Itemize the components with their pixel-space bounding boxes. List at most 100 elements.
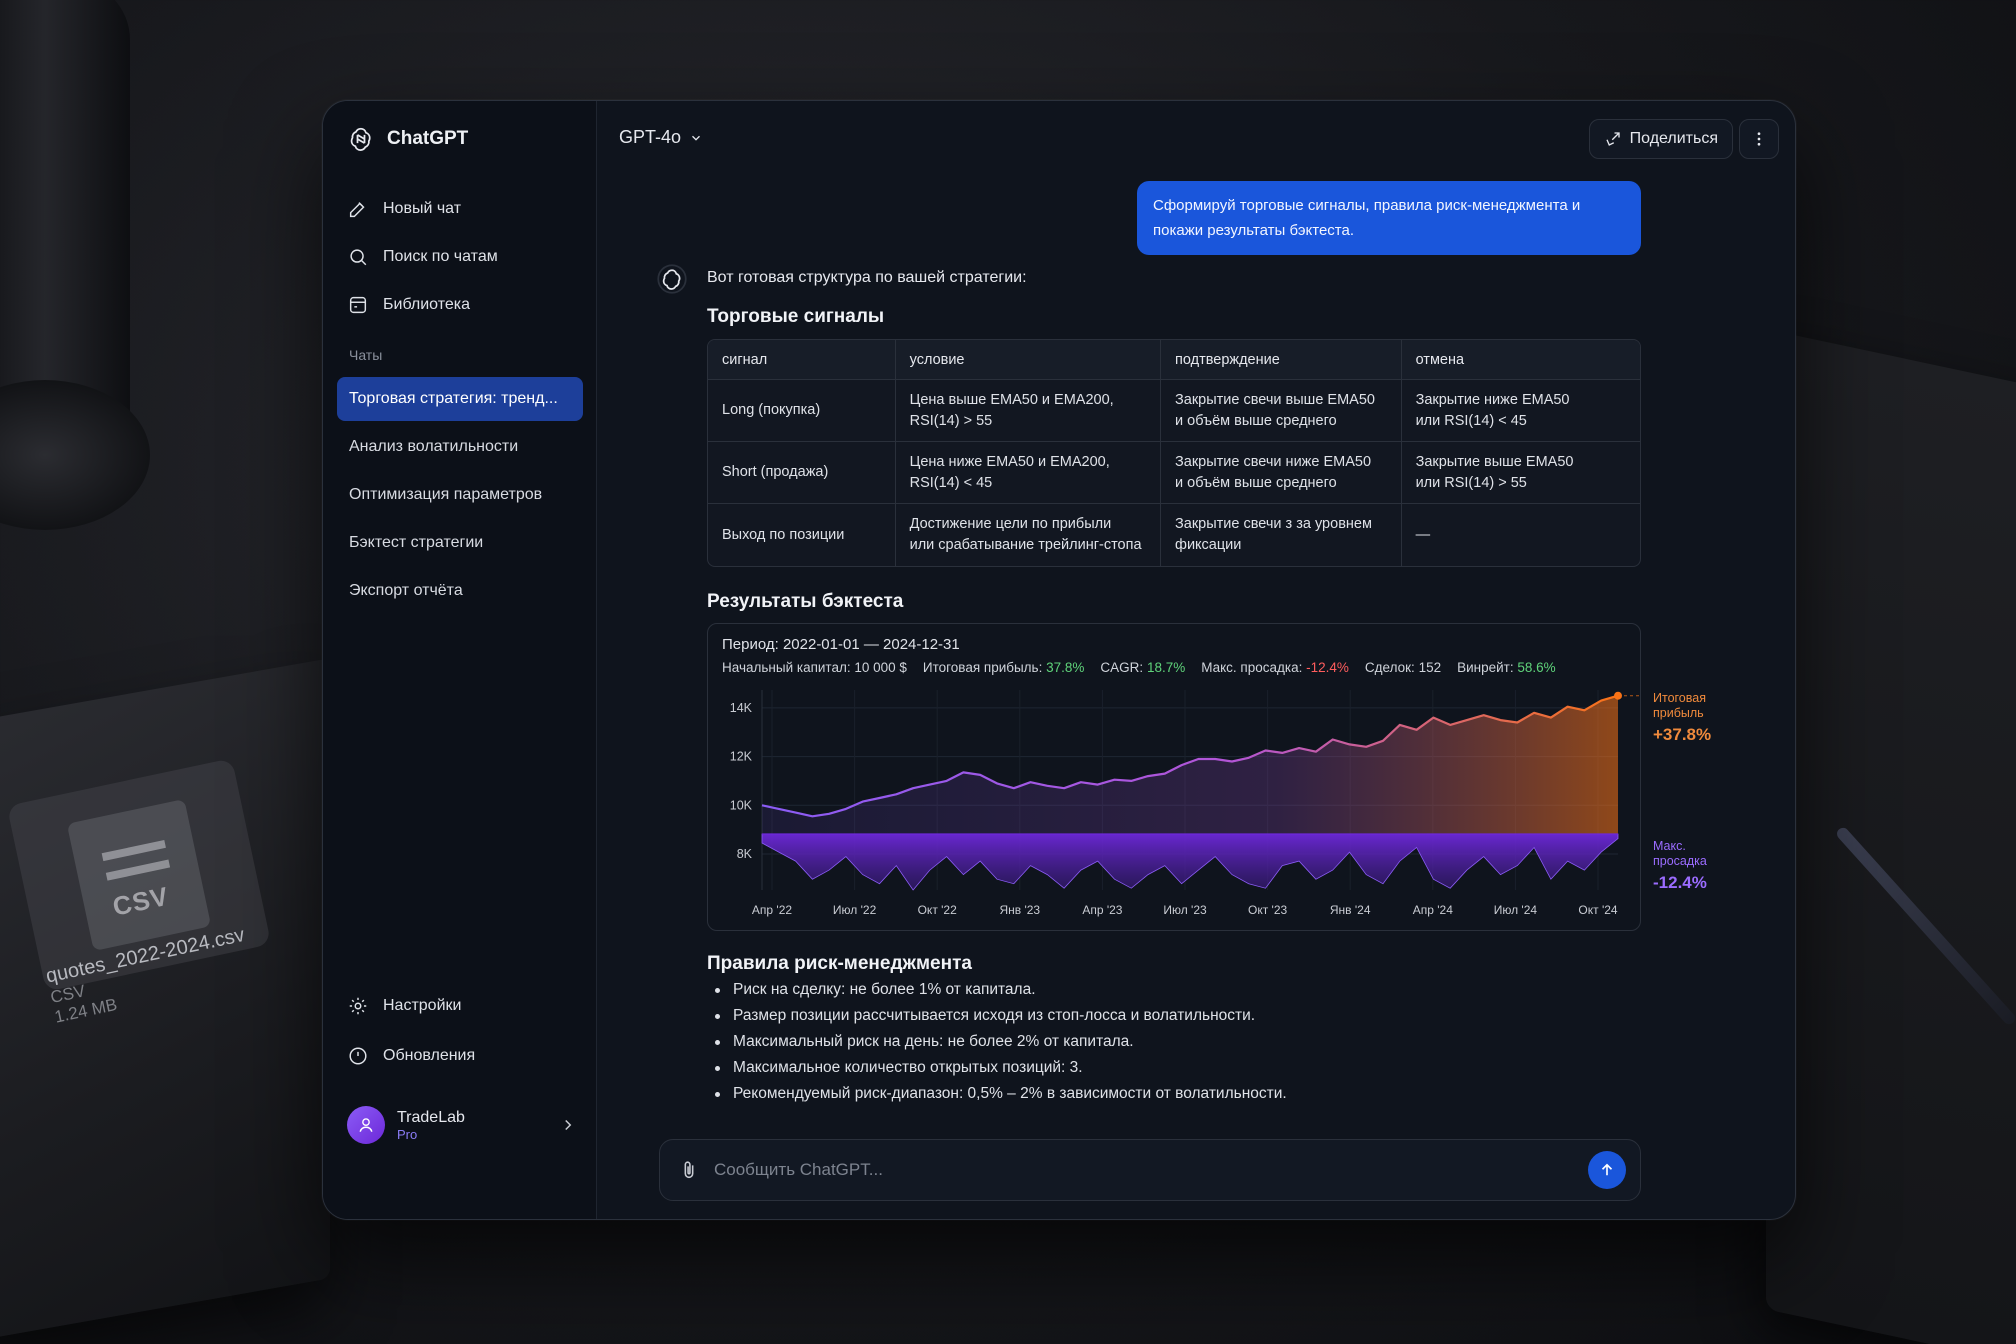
csv-file-icon: CSV [66, 798, 212, 952]
stat-item: Начальный капитал: 10 000 $ [722, 660, 907, 675]
chat-item-trading-strategy[interactable]: Торговая стратегия: тренд... [337, 377, 583, 421]
table-cell: Short (продажа) [708, 442, 896, 504]
profile-button[interactable]: TradeLab Pro [347, 1103, 577, 1147]
new-chat-button[interactable]: Новый чат [347, 185, 577, 233]
table-cell: Цена ниже EMA50 и EMA200, RSI(14) < 45 [895, 442, 1162, 504]
y-tick-label: 8K [737, 847, 753, 861]
chevron-down-icon [692, 135, 700, 141]
more-options-button[interactable] [1739, 119, 1779, 159]
more-vertical-icon [1757, 132, 1761, 146]
table-header: подтверждение [1161, 340, 1402, 380]
brand[interactable]: ChatGPT [347, 125, 468, 153]
table-header: отмена [1401, 340, 1640, 380]
table-cell: Выход по позиции [708, 504, 896, 566]
library-icon [349, 296, 367, 314]
search-chats-label: Поиск по чатам [383, 248, 498, 265]
chat-item-export[interactable]: Экспорт отчёта [349, 582, 463, 599]
table-row: Long (покупка) Цена выше EMA50 и EMA200, … [708, 380, 1640, 442]
send-button[interactable] [1588, 1151, 1626, 1189]
table-cell: Закрытие свечи выше EMA50 и объём выше с… [1161, 380, 1402, 442]
user-message: Сформируй торговые сигналы, правила риск… [1137, 181, 1641, 255]
assistant-avatar [657, 264, 687, 299]
x-tick-label: Июл '23 [1163, 903, 1207, 917]
stat-value: 18.7% [1146, 660, 1186, 675]
profit-annotation: Итоговая прибыль +37.8% [1653, 691, 1723, 745]
sidebar-nav: Новый чат Поиск по чатам Библиотека [347, 185, 577, 329]
drawdown-annotation-label: Макс. просадка [1653, 839, 1707, 868]
equity-chart: 14K 12K 10K 8K Апр '22 Июл '22 Окт '22 Янв '23 А… [730, 690, 1642, 917]
stat-label: Итоговая прибыль: [922, 660, 1043, 675]
paperclip-icon[interactable] [678, 1159, 700, 1181]
x-tick-label: Июл '22 [833, 903, 877, 917]
x-tick-label: Апр '22 [752, 903, 792, 917]
x-tick-label: Июл '24 [1494, 903, 1538, 917]
stat-label: CAGR: [1100, 660, 1144, 675]
library-label: Библиотека [383, 296, 470, 313]
risk-title: Правила риск-менеджмента [707, 953, 972, 974]
table-row: Выход по позиции Достижение цели по прибы… [708, 504, 1640, 566]
chat-item-volatility[interactable]: Анализ волатильности [349, 438, 519, 455]
drawdown-annotation-value: -12.4% [1653, 873, 1707, 892]
share-button[interactable]: Поделиться [1588, 119, 1733, 159]
background-notebook-right [1766, 329, 2016, 1344]
y-tick-label: 14K [730, 701, 753, 715]
edit-icon [349, 202, 365, 218]
settings-button[interactable]: Настройки [347, 981, 577, 1031]
risk-rules-list: Риск на сделку: не более 1% от капитала.… [707, 977, 1287, 1107]
x-tick-label: Апр '23 [1082, 903, 1122, 917]
drawdown-annotation: Макс. просадка -12.4% [1653, 839, 1723, 893]
equity-area [762, 695, 1618, 834]
brand-name: ChatGPT [387, 128, 469, 149]
new-chat-label: Новый чат [383, 200, 462, 217]
table-cell: Закрытие свечи з за уровнем фиксации [1161, 504, 1402, 566]
table-header: условие [895, 340, 1162, 380]
stat-value: -12.4% [1306, 660, 1349, 675]
chatgpt-logo-icon [350, 127, 371, 151]
backtest-card: Период: 2022-01-01 — 2024-12-31 Начальны… [707, 623, 1642, 931]
backtest-stats: Начальный капитал: 10 000 $ Итоговая приб… [722, 660, 1556, 675]
risk-rule: Риск на сделку: не более 1% от капитала. [707, 977, 1287, 1003]
stat-value: 152 [1418, 660, 1442, 675]
stat-value: 37.8% [1046, 660, 1085, 675]
assistant-intro: Вот готовая структура по вашей стратегии… [707, 269, 1027, 286]
stat-item: CAGR: 18.7% [1100, 660, 1185, 675]
profit-annotation-label: Итоговая прибыль [1653, 691, 1706, 720]
message-composer [659, 1139, 1641, 1201]
risk-rule: Максимальное количество открытых позиций… [707, 1055, 1287, 1081]
stat-value: 58.6% [1517, 660, 1556, 675]
backtest-period: Период: 2022-01-01 — 2024-12-31 [722, 636, 960, 653]
table-cell: Long (покупка) [708, 380, 896, 442]
share-label: Поделиться [1629, 130, 1718, 147]
chat-list: Торговая стратегия: тренд... Анализ вола… [337, 377, 583, 617]
clock-icon [349, 1047, 367, 1065]
risk-rule: Максимальный риск на день: не более 2% о… [707, 1029, 1287, 1055]
message-input[interactable] [714, 1160, 1574, 1180]
y-tick-label: 12K [730, 750, 753, 764]
profile-tier: Pro [397, 1126, 418, 1142]
sidebar: ChatGPT Новый чат Поиск по чатам Библиот… [323, 101, 597, 1219]
chat-item-optimization[interactable]: Оптимизация параметров [349, 486, 543, 503]
updates-button[interactable]: Обновления [347, 1031, 577, 1081]
library-button[interactable]: Библиотека [347, 281, 577, 329]
drawdown-area [761, 833, 1619, 891]
arrow-up-icon [1601, 1163, 1613, 1176]
share-icon [1606, 132, 1620, 146]
table-cell: Закрытие ниже EMA50 или RSI(14) < 45 [1401, 380, 1640, 442]
table-cell: Цена выше EMA50 и EMA200, RSI(14) > 55 [895, 380, 1162, 442]
table-row: Short (продажа) Цена ниже EMA50 и EMA200,… [708, 442, 1640, 504]
app-window: ChatGPT Новый чат Поиск по чатам Библиот… [322, 100, 1796, 1220]
stat-item: Итоговая прибыль: 37.8% [923, 660, 1084, 675]
sidebar-bottom: Настройки Обновления [347, 981, 577, 1081]
signals-table: сигнал условие подтверждение отмена Long… [707, 339, 1641, 567]
profit-annotation-value: +37.8% [1653, 725, 1712, 744]
stat-item: Винрейт: 58.6% [1457, 660, 1556, 675]
chatgpt-logo-icon [657, 264, 687, 294]
model-name: GPT-4o [619, 127, 682, 147]
stat-value: 10 000 $ [854, 660, 907, 675]
chat-item-backtest[interactable]: Бэктест стратегии [349, 534, 484, 551]
model-selector[interactable]: GPT-4o [619, 127, 703, 148]
search-chats-button[interactable]: Поиск по чатам [347, 233, 577, 281]
table-header: сигнал [708, 340, 896, 380]
chats-header: Чаты [349, 347, 383, 363]
x-tick-label: Янв '23 [999, 903, 1040, 917]
